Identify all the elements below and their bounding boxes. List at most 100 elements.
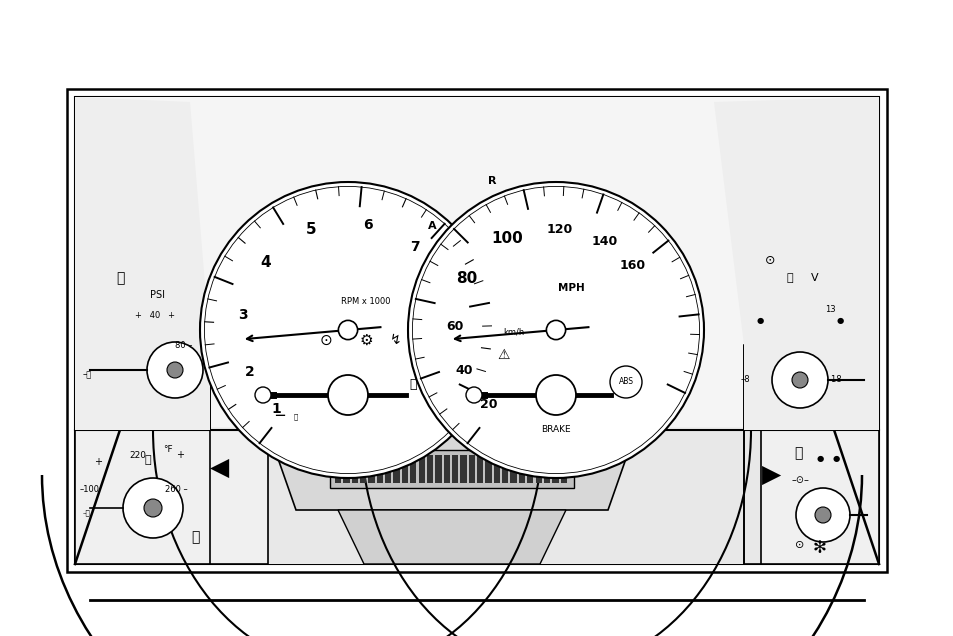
Text: +: + — [175, 450, 184, 460]
Text: ⫿: ⫿ — [145, 455, 152, 465]
Text: ⊙: ⊙ — [764, 254, 775, 266]
Bar — [335, 455, 341, 483]
Text: ⊙: ⊙ — [795, 540, 803, 550]
Text: +: + — [94, 457, 102, 467]
Text: ●: ● — [816, 453, 822, 462]
Bar — [760, 430, 878, 564]
Polygon shape — [743, 345, 878, 564]
Text: BRAKE: BRAKE — [540, 425, 570, 434]
Text: 7: 7 — [410, 240, 419, 254]
Text: +   40   +: + 40 + — [135, 310, 174, 319]
Circle shape — [546, 321, 565, 340]
Text: ↯: ↯ — [390, 333, 401, 347]
Bar — [560, 455, 566, 483]
Bar — [385, 455, 391, 483]
Circle shape — [254, 387, 271, 403]
Bar — [527, 455, 533, 483]
Text: 120: 120 — [546, 223, 572, 236]
Text: ◀: ◀ — [211, 456, 230, 480]
Text: ABS: ABS — [618, 378, 633, 387]
Bar — [376, 455, 383, 483]
Text: 60: 60 — [446, 320, 463, 333]
Bar — [401, 455, 408, 483]
Circle shape — [795, 488, 849, 542]
Bar — [410, 455, 416, 483]
Text: 20: 20 — [479, 398, 497, 411]
Text: 2: 2 — [245, 364, 254, 378]
Circle shape — [791, 372, 807, 388]
Bar — [494, 455, 499, 483]
Text: 18 –: 18 – — [830, 375, 848, 385]
Bar — [75, 430, 268, 564]
Circle shape — [814, 507, 830, 523]
Text: 3: 3 — [237, 308, 247, 322]
Text: ⬛: ⬛ — [294, 413, 297, 420]
Circle shape — [536, 375, 576, 415]
Text: –8: –8 — [740, 375, 749, 385]
Polygon shape — [268, 430, 636, 510]
Bar — [552, 455, 558, 483]
Text: 13: 13 — [823, 305, 835, 314]
Circle shape — [200, 182, 496, 478]
Text: ●: ● — [836, 315, 842, 324]
Circle shape — [338, 321, 357, 340]
Text: MPH: MPH — [558, 283, 584, 293]
Circle shape — [123, 478, 183, 538]
Circle shape — [328, 375, 368, 415]
Text: R: R — [488, 176, 497, 186]
Text: 40: 40 — [455, 364, 473, 377]
Text: 80 –: 80 – — [175, 340, 193, 350]
Bar — [501, 455, 508, 483]
Text: 🔧: 🔧 — [191, 530, 199, 544]
Circle shape — [144, 499, 162, 517]
Circle shape — [147, 342, 203, 398]
Text: 5: 5 — [306, 223, 316, 237]
Bar — [435, 455, 441, 483]
Bar — [443, 455, 450, 483]
Bar — [352, 455, 357, 483]
Text: ⛽: ⛽ — [793, 446, 801, 460]
Bar — [75, 430, 878, 564]
Text: 160: 160 — [619, 259, 645, 272]
Circle shape — [771, 352, 827, 408]
Text: 🛢: 🛢 — [115, 271, 124, 285]
Bar — [510, 455, 517, 483]
Bar — [535, 455, 541, 483]
Text: 220: 220 — [130, 450, 147, 459]
Text: 6: 6 — [363, 218, 373, 232]
Bar — [543, 455, 550, 483]
Circle shape — [408, 182, 703, 478]
Bar — [476, 455, 483, 483]
Bar — [468, 455, 475, 483]
Text: 4: 4 — [259, 256, 271, 270]
Text: –⬛: –⬛ — [82, 371, 91, 380]
Text: ▶: ▶ — [761, 463, 781, 487]
Text: V: V — [810, 273, 818, 283]
Bar — [368, 455, 375, 483]
Text: °F: °F — [163, 445, 172, 455]
Bar — [452, 455, 457, 483]
Text: –⊙–: –⊙– — [790, 475, 808, 485]
Text: 1: 1 — [272, 402, 281, 416]
Circle shape — [609, 366, 641, 398]
Bar — [67, 89, 886, 572]
Text: ⊙: ⊙ — [319, 333, 332, 347]
Polygon shape — [337, 510, 565, 564]
Bar — [427, 455, 433, 483]
Bar — [518, 455, 524, 483]
Bar — [418, 455, 424, 483]
Text: ✻: ✻ — [812, 539, 826, 557]
Polygon shape — [713, 97, 878, 430]
Text: ⚙: ⚙ — [359, 333, 373, 347]
Polygon shape — [75, 345, 210, 564]
Bar — [359, 455, 366, 483]
Text: 260 –: 260 – — [165, 485, 188, 495]
Bar — [485, 455, 491, 483]
Bar — [330, 450, 574, 488]
Bar — [460, 455, 466, 483]
Bar — [75, 97, 878, 427]
Text: ⚠: ⚠ — [497, 348, 510, 362]
Text: 140: 140 — [591, 235, 618, 249]
Text: 🔒: 🔒 — [409, 378, 416, 392]
Circle shape — [167, 362, 183, 378]
